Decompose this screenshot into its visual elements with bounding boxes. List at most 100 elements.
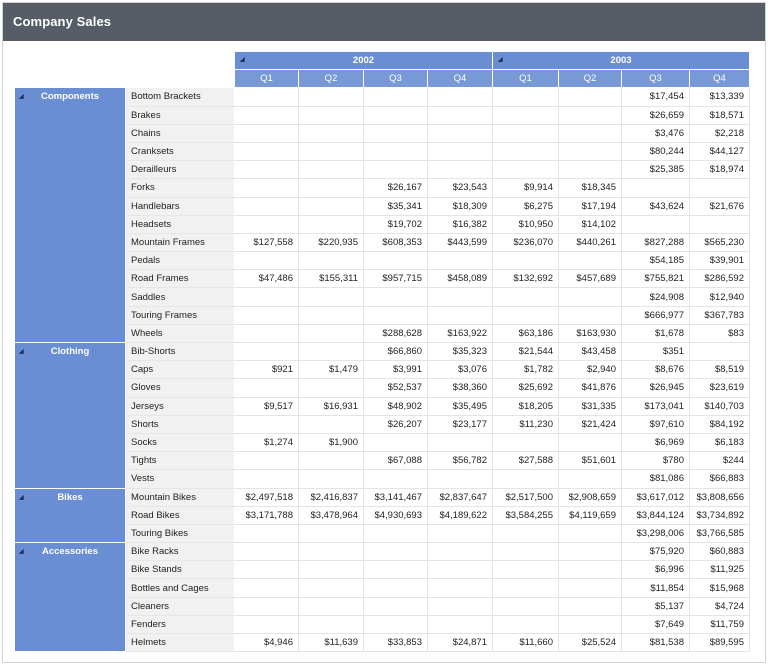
data-cell[interactable]: [234, 305, 299, 325]
data-cell[interactable]: $3,478,964: [298, 505, 364, 525]
data-cell[interactable]: [492, 596, 559, 616]
data-cell[interactable]: $6,969: [621, 432, 690, 453]
data-cell[interactable]: $244: [689, 451, 750, 471]
collapse-triangle-icon[interactable]: ◢: [19, 494, 24, 501]
data-cell[interactable]: $43,458: [558, 341, 622, 362]
data-cell[interactable]: [363, 614, 428, 635]
data-cell[interactable]: $11,230: [492, 414, 559, 434]
data-cell[interactable]: [492, 578, 559, 598]
data-cell[interactable]: [363, 542, 428, 562]
row-label[interactable]: Saddles: [125, 287, 235, 307]
row-label[interactable]: Pedals: [125, 251, 235, 271]
data-cell[interactable]: [363, 596, 428, 616]
data-cell[interactable]: [558, 141, 622, 162]
data-cell[interactable]: [298, 160, 364, 180]
data-cell[interactable]: $1,782: [492, 360, 559, 380]
data-cell[interactable]: $3,171,788: [234, 505, 299, 525]
data-cell[interactable]: $23,177: [427, 414, 493, 434]
data-cell[interactable]: [234, 378, 299, 398]
quarter-header[interactable]: Q3: [621, 69, 690, 89]
year-header-2002[interactable]: ◢ 2002: [234, 50, 493, 71]
data-cell[interactable]: [298, 251, 364, 271]
row-label[interactable]: Socks: [125, 432, 235, 453]
data-cell[interactable]: $608,353: [363, 232, 428, 253]
data-cell[interactable]: $81,086: [621, 469, 690, 489]
data-cell[interactable]: $2,940: [558, 360, 622, 380]
data-cell[interactable]: $6,183: [689, 432, 750, 453]
data-cell[interactable]: [234, 341, 299, 362]
data-cell[interactable]: $11,639: [298, 632, 364, 653]
data-cell[interactable]: [298, 323, 364, 344]
data-cell[interactable]: $24,871: [427, 632, 493, 653]
data-cell[interactable]: $140,703: [689, 396, 750, 416]
data-cell[interactable]: $26,659: [621, 105, 690, 125]
quarter-header[interactable]: Q4: [427, 69, 493, 89]
data-cell[interactable]: $23,619: [689, 378, 750, 398]
row-label[interactable]: Touring Frames: [125, 305, 235, 325]
data-cell[interactable]: [558, 523, 622, 544]
row-label[interactable]: Gloves: [125, 378, 235, 398]
data-cell[interactable]: $26,207: [363, 414, 428, 434]
data-cell[interactable]: [492, 123, 559, 143]
data-cell[interactable]: [427, 614, 493, 635]
data-cell[interactable]: $4,189,622: [427, 505, 493, 525]
data-cell[interactable]: $1,678: [621, 323, 690, 344]
data-cell[interactable]: [427, 578, 493, 598]
data-cell[interactable]: [689, 214, 750, 234]
data-cell[interactable]: $458,089: [427, 269, 493, 289]
data-cell[interactable]: $3,844,124: [621, 505, 690, 525]
data-cell[interactable]: $755,821: [621, 269, 690, 289]
row-label[interactable]: Brakes: [125, 105, 235, 125]
data-cell[interactable]: $63,186: [492, 323, 559, 344]
quarter-header[interactable]: Q4: [689, 69, 750, 89]
row-label[interactable]: Handlebars: [125, 196, 235, 216]
data-cell[interactable]: [492, 542, 559, 562]
data-cell[interactable]: $220,935: [298, 232, 364, 253]
data-cell[interactable]: [234, 287, 299, 307]
data-cell[interactable]: [558, 560, 622, 580]
data-cell[interactable]: [363, 523, 428, 544]
data-cell[interactable]: $23,543: [427, 178, 493, 198]
data-cell[interactable]: $11,660: [492, 632, 559, 653]
data-cell[interactable]: [363, 251, 428, 271]
data-cell[interactable]: [298, 214, 364, 234]
data-cell[interactable]: [427, 305, 493, 325]
data-cell[interactable]: [492, 305, 559, 325]
data-cell[interactable]: [298, 87, 364, 107]
data-cell[interactable]: $80,244: [621, 141, 690, 162]
data-cell[interactable]: $10,950: [492, 214, 559, 234]
data-cell[interactable]: $81,538: [621, 632, 690, 653]
data-cell[interactable]: $3,141,467: [363, 487, 428, 507]
data-cell[interactable]: $18,571: [689, 105, 750, 125]
data-cell[interactable]: [298, 469, 364, 489]
row-label[interactable]: Shorts: [125, 414, 235, 434]
row-label[interactable]: Bike Racks: [125, 542, 235, 562]
data-cell[interactable]: [234, 251, 299, 271]
data-cell[interactable]: $16,931: [298, 396, 364, 416]
data-cell[interactable]: [558, 469, 622, 489]
data-cell[interactable]: $17,454: [621, 87, 690, 107]
data-cell[interactable]: [234, 469, 299, 489]
data-cell[interactable]: [298, 596, 364, 616]
data-cell[interactable]: $173,041: [621, 396, 690, 416]
data-cell[interactable]: [298, 578, 364, 598]
data-cell[interactable]: [427, 160, 493, 180]
data-cell[interactable]: [234, 105, 299, 125]
data-cell[interactable]: [298, 178, 364, 198]
data-cell[interactable]: [427, 123, 493, 143]
data-cell[interactable]: $132,692: [492, 269, 559, 289]
data-cell[interactable]: [558, 432, 622, 453]
row-label[interactable]: Vests: [125, 469, 235, 489]
data-cell[interactable]: [363, 87, 428, 107]
data-cell[interactable]: [363, 578, 428, 598]
data-cell[interactable]: $18,309: [427, 196, 493, 216]
data-cell[interactable]: [363, 560, 428, 580]
data-cell[interactable]: $4,930,693: [363, 505, 428, 525]
data-cell[interactable]: [298, 305, 364, 325]
data-cell[interactable]: $27,588: [492, 451, 559, 471]
data-cell[interactable]: $2,497,518: [234, 487, 299, 507]
data-cell[interactable]: [298, 341, 364, 362]
data-cell[interactable]: $367,783: [689, 305, 750, 325]
data-cell[interactable]: $66,883: [689, 469, 750, 489]
data-cell[interactable]: [558, 578, 622, 598]
